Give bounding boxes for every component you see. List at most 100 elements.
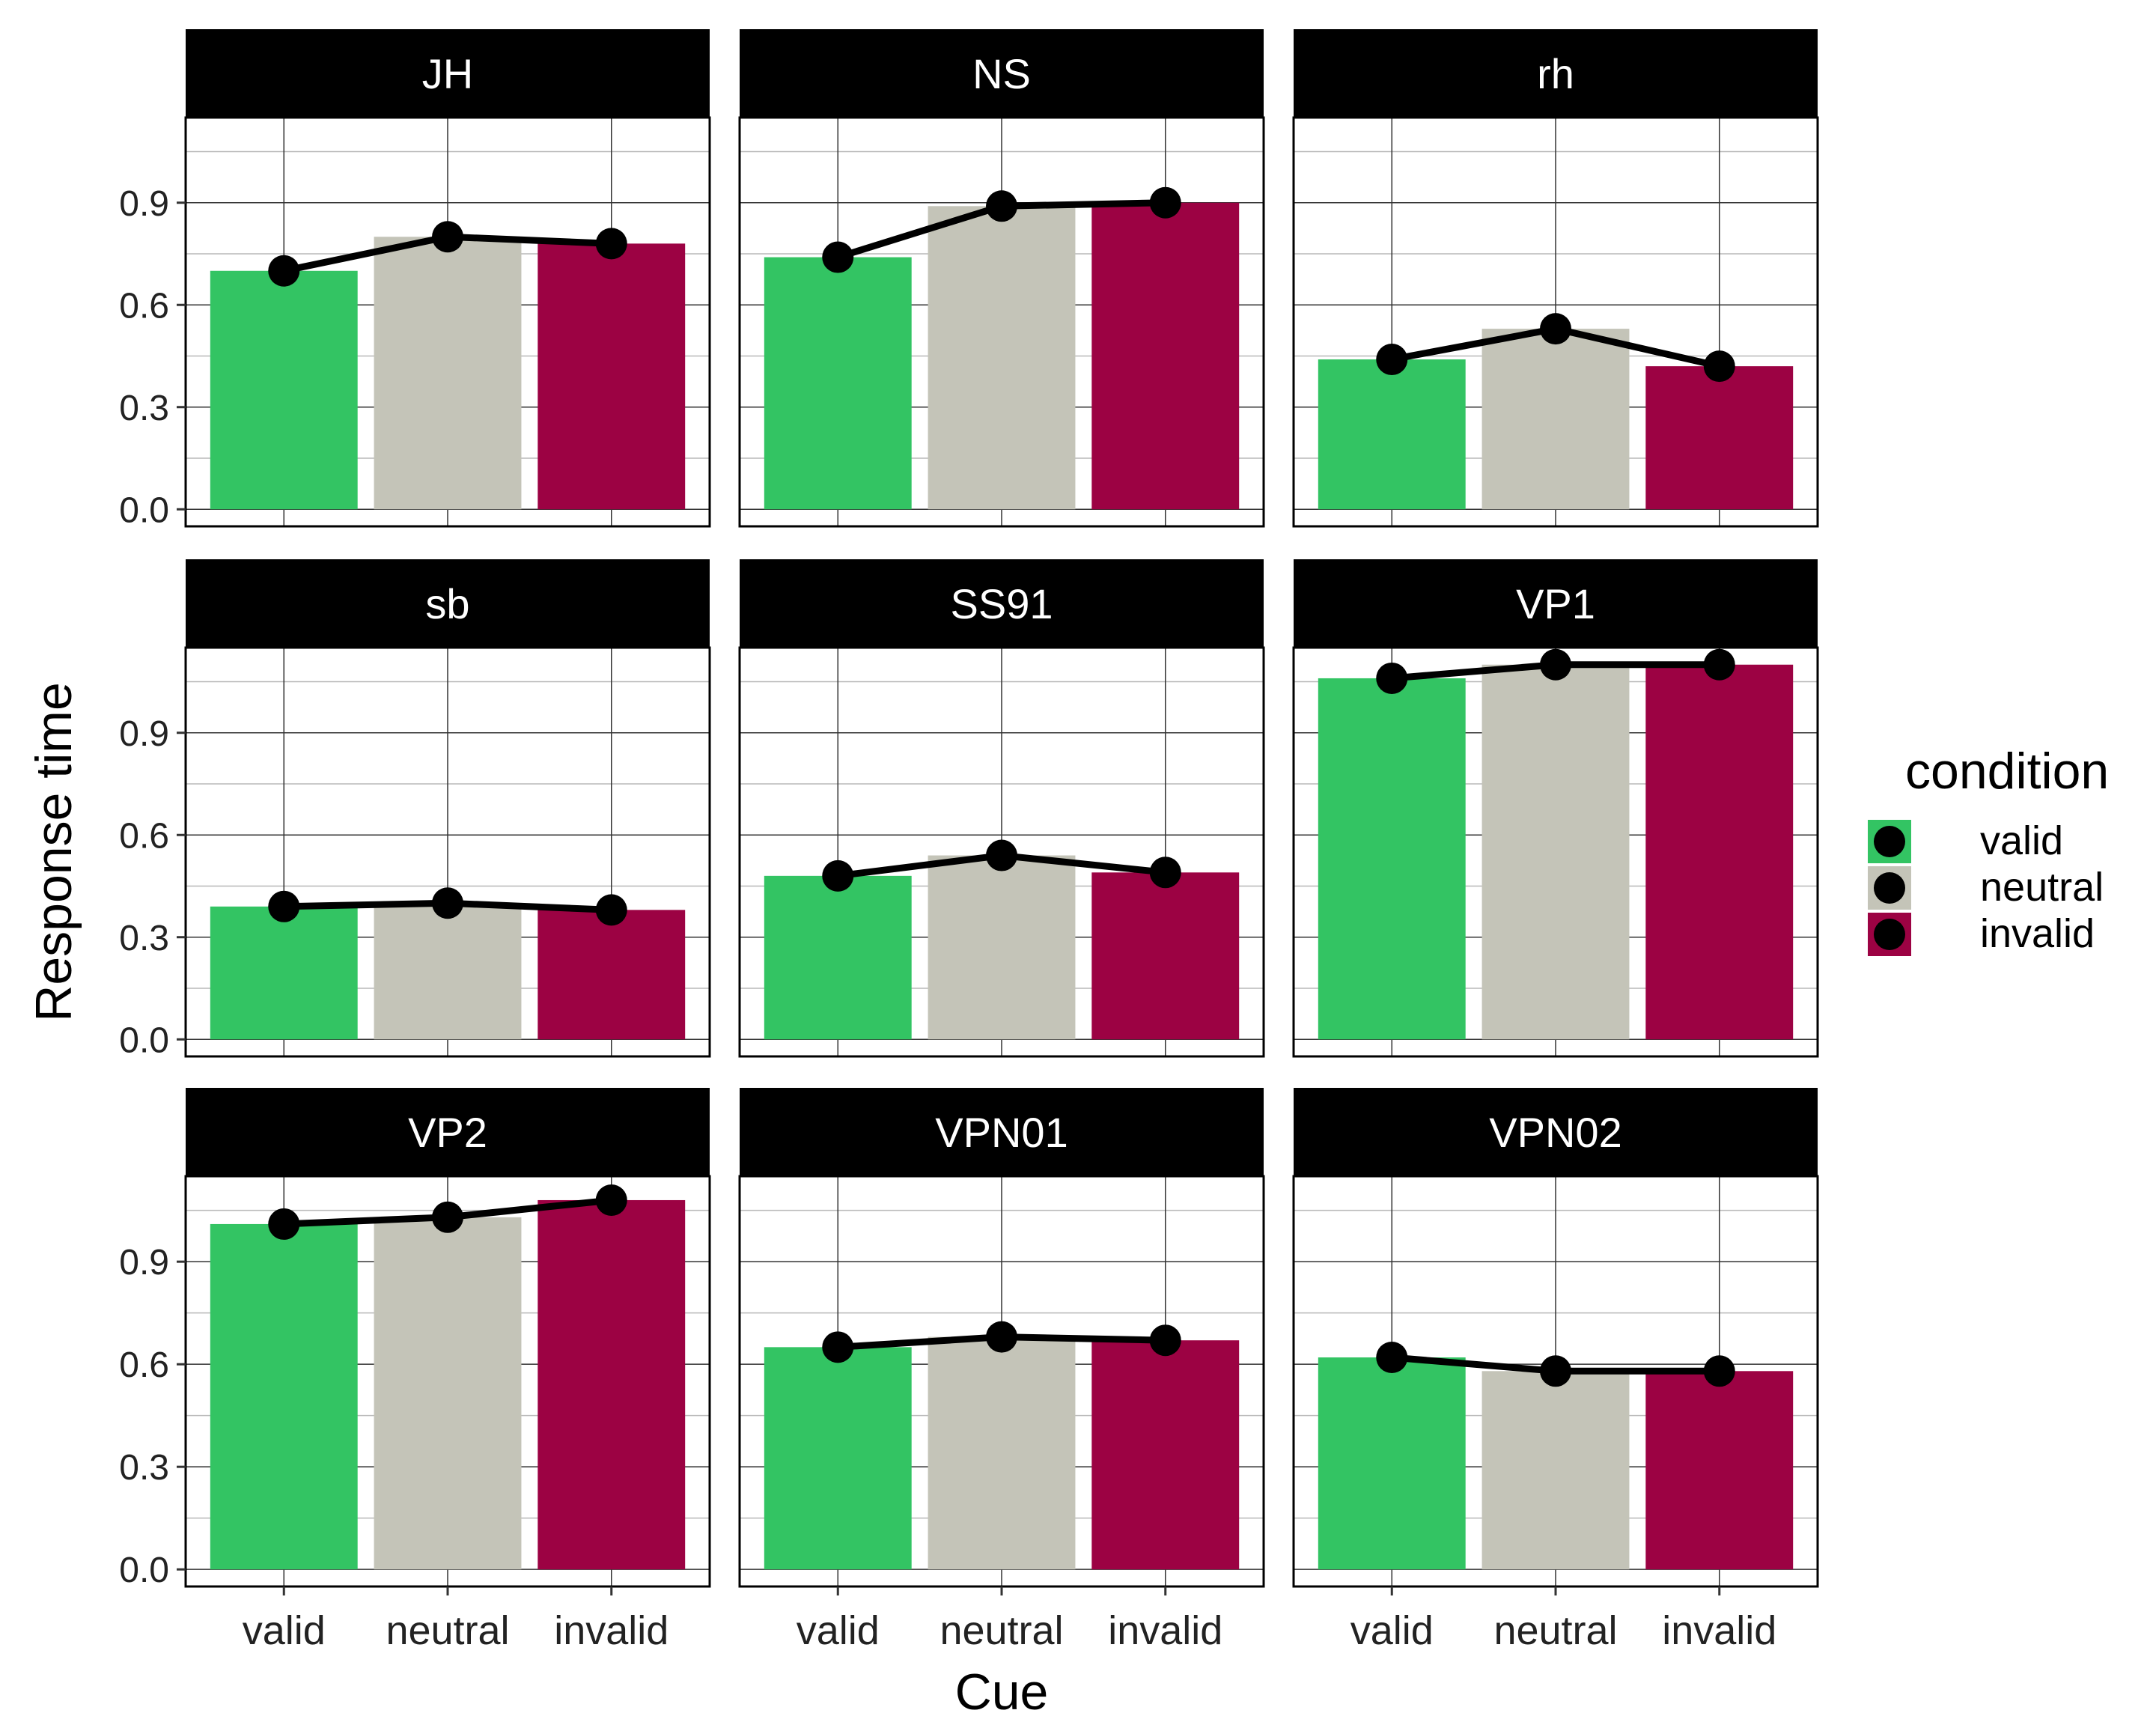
data-point <box>986 190 1017 222</box>
legend-point <box>1874 872 1905 904</box>
legend-label-neutral: neutral <box>1980 865 2104 910</box>
facet-strip <box>186 1088 710 1176</box>
bar-invalid <box>1091 1340 1240 1570</box>
data-point <box>822 860 854 892</box>
bar-valid <box>210 270 358 510</box>
facet-strip <box>1294 29 1818 118</box>
panel-ns: NS <box>738 29 1265 528</box>
bar-valid <box>210 1223 358 1570</box>
bar-neutral <box>374 1217 522 1570</box>
bar-valid <box>764 1347 912 1570</box>
x-tick-label: neutral <box>1493 1608 1617 1653</box>
x-tick-label: neutral <box>386 1608 509 1653</box>
facet-strip <box>186 29 710 118</box>
data-point <box>432 221 463 253</box>
bar-neutral <box>1482 664 1630 1040</box>
y-tick-label: 0.6 <box>119 816 169 856</box>
bar-invalid <box>1645 1371 1794 1570</box>
data-point <box>1149 186 1181 219</box>
facet-strip <box>186 559 710 648</box>
x-tick-label: invalid <box>554 1608 669 1653</box>
bar-invalid <box>1091 872 1240 1040</box>
x-tick-label: valid <box>797 1608 880 1653</box>
legend-point <box>1874 826 1905 857</box>
y-tick-label: 0.9 <box>119 714 169 754</box>
facet-strip <box>740 559 1264 648</box>
data-point <box>1703 350 1735 383</box>
facet-strip <box>740 1088 1264 1176</box>
panel-border <box>184 646 711 1058</box>
data-point <box>1149 1324 1181 1357</box>
bar-invalid <box>1645 664 1794 1040</box>
y-tick-label: 0.0 <box>119 490 169 530</box>
data-point <box>1149 857 1181 889</box>
bar-neutral <box>928 206 1076 510</box>
data-point <box>1376 344 1408 376</box>
data-point <box>1540 648 1571 681</box>
panel-jh: JH 0.0 0.3 0.6 0.9 <box>119 29 711 530</box>
data-point <box>268 255 300 287</box>
bar-neutral <box>1482 1371 1630 1570</box>
data-point <box>1703 648 1735 681</box>
bar-valid <box>210 906 358 1040</box>
y-tick-label: 0.3 <box>119 389 169 428</box>
x-tick-label: neutral <box>940 1608 1063 1653</box>
panel-vp2: VP2 0.0 0.3 0.6 0.9 valid neutral invalid <box>119 1088 711 1653</box>
data-point <box>268 890 300 922</box>
x-axis-title: Cue <box>955 1664 1049 1721</box>
x-tick-label: invalid <box>1662 1608 1776 1653</box>
facet-label: JH <box>422 50 473 97</box>
data-point <box>595 894 627 926</box>
panel-vpn02: VPN02 valid neutral invalid <box>1292 1088 1819 1653</box>
y-tick-label: 0.0 <box>119 1551 169 1590</box>
y-tick-label: 0.0 <box>119 1020 169 1060</box>
facet-label: VPN01 <box>935 1109 1068 1156</box>
data-point <box>1376 1342 1408 1374</box>
bar-neutral <box>928 1336 1076 1570</box>
legend-point <box>1874 919 1905 950</box>
data-point <box>1540 313 1571 345</box>
panel-vpn01: VPN01 valid neutral invalid <box>738 1088 1265 1653</box>
panel-sb: sb 0.0 0.3 0.6 0.9 <box>119 559 711 1060</box>
facet-strip <box>1294 559 1818 648</box>
panel-border <box>1292 646 1819 1058</box>
bar-valid <box>764 875 912 1040</box>
data-point <box>822 241 854 273</box>
legend-title: condition <box>1905 743 2109 800</box>
y-tick-label: 0.3 <box>119 1448 169 1488</box>
y-tick-label: 0.3 <box>119 919 169 958</box>
bar-invalid <box>538 910 686 1040</box>
panel-border <box>1292 116 1819 528</box>
facet-label: SS91 <box>951 580 1053 627</box>
facet-strip <box>740 29 1264 118</box>
data-point <box>822 1331 854 1363</box>
bar-valid <box>1318 678 1466 1040</box>
y-tick-label: 0.9 <box>119 1243 169 1283</box>
bar-neutral <box>374 237 522 510</box>
panel-border <box>184 116 711 528</box>
data-point <box>1376 662 1408 694</box>
facet-label: sb <box>425 580 469 627</box>
y-tick-label: 0.6 <box>119 1345 169 1385</box>
facet-label: VPN02 <box>1489 1109 1621 1156</box>
bar-neutral <box>1482 329 1630 510</box>
data-point <box>595 228 627 260</box>
data-point <box>432 1201 463 1233</box>
facet-label: NS <box>972 50 1031 97</box>
bar-valid <box>764 257 912 510</box>
panel-border <box>738 646 1265 1058</box>
data-point <box>595 1184 627 1216</box>
data-point <box>1540 1355 1571 1387</box>
x-tick-label: valid <box>1350 1608 1434 1653</box>
legend-label-valid: valid <box>1980 818 2063 863</box>
y-axis-title: Response time <box>25 682 82 1022</box>
bar-invalid <box>538 1199 686 1570</box>
x-tick-label: valid <box>243 1608 326 1653</box>
bar-neutral <box>928 855 1076 1040</box>
data-point <box>432 887 463 919</box>
panel-ss91: SS91 <box>738 559 1265 1058</box>
bar-invalid <box>538 243 686 510</box>
data-point <box>268 1208 300 1240</box>
